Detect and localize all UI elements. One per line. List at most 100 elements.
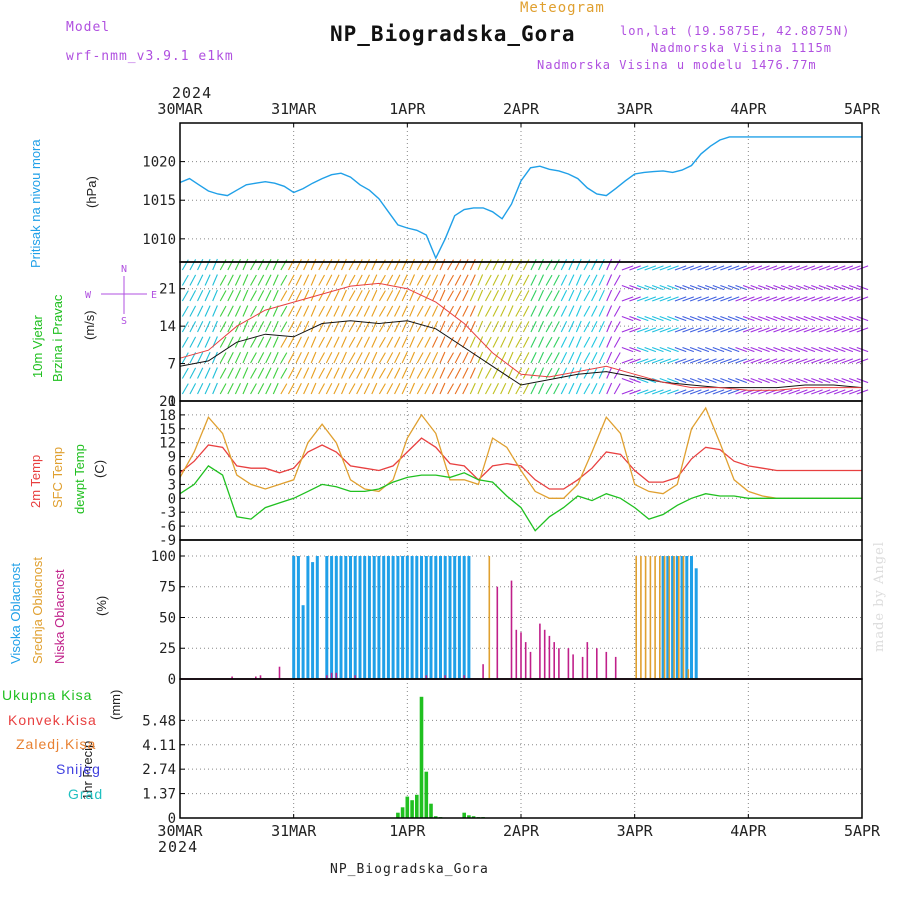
wind-barb: [378, 305, 386, 317]
wind-barb: [621, 284, 634, 291]
wind-barb: [424, 290, 431, 302]
precip-bar: [400, 807, 405, 818]
wind-barb: [598, 351, 605, 364]
wind-barb: [795, 327, 808, 333]
wind-barb: [659, 377, 672, 384]
wind-barb: [811, 346, 823, 353]
wind-barb: [560, 259, 568, 271]
wind-barb: [340, 367, 347, 379]
wind-barb: [484, 321, 492, 333]
wind-barb: [257, 367, 265, 379]
wind-barb: [227, 383, 234, 395]
wind-barb: [803, 265, 816, 271]
wind-barb: [447, 321, 454, 333]
wind-barb: [689, 358, 702, 364]
wind-barb: [591, 290, 598, 302]
wind-barb: [234, 320, 241, 333]
wind-barb: [803, 358, 816, 364]
wind-barb: [742, 358, 755, 364]
wind-barb: [409, 274, 416, 286]
wind-barb: [538, 367, 545, 379]
wind-barb: [644, 389, 657, 395]
wind-barb: [431, 305, 439, 317]
wind-barb: [348, 321, 356, 333]
cloud-tick-label: 50: [159, 610, 176, 626]
wind-barb: [606, 274, 613, 286]
wind-barb: [788, 346, 801, 353]
wind-barb: [477, 336, 484, 348]
wind-barb: [219, 336, 227, 348]
wind-barb: [795, 296, 808, 302]
wind-barb: [469, 289, 476, 302]
wind-barb: [758, 346, 770, 353]
wind-barb: [500, 258, 507, 271]
wind-barb: [629, 327, 641, 333]
wind-barb: [553, 383, 560, 395]
wind-barb: [181, 321, 189, 333]
wind-barb: [416, 352, 424, 364]
wind-barb: [720, 296, 732, 302]
cloud-bar: [425, 675, 428, 679]
wind-barb: [780, 377, 793, 384]
wind-barb: [530, 351, 537, 364]
wind-barb: [606, 367, 613, 379]
wind-barb: [727, 315, 740, 322]
wind-barb: [795, 358, 808, 364]
wind-barb: [287, 305, 295, 317]
wind-barb: [636, 265, 649, 271]
wind-barb: [849, 389, 861, 395]
wind-barb: [310, 351, 317, 364]
wind-barb: [500, 336, 507, 348]
wind-barb: [598, 320, 605, 333]
wind-barb: [469, 367, 476, 379]
wind-barb: [280, 274, 288, 286]
wind-barb: [530, 258, 537, 271]
wind-barb: [492, 305, 499, 317]
cloud-bar: [690, 556, 693, 679]
wind-barb: [272, 258, 279, 271]
wind-barb: [758, 284, 770, 291]
wind-tick-label: 7: [168, 357, 176, 373]
wind-barb: [394, 274, 401, 286]
wind-barb: [204, 258, 211, 271]
wind-barb: [560, 383, 568, 395]
wind-barb: [803, 327, 816, 333]
wind-barb: [735, 358, 747, 364]
wind-barb: [431, 336, 439, 348]
wind-barb: [416, 336, 424, 348]
cloud-bar: [524, 642, 527, 679]
wind-barb: [682, 315, 694, 322]
wind-barb: [773, 389, 785, 395]
wind-barb: [720, 377, 732, 384]
wind-barb: [227, 336, 234, 348]
wind-barb: [606, 289, 613, 302]
cloud-bar: [661, 556, 665, 679]
wind-barb: [833, 327, 846, 333]
wind-barb: [530, 289, 537, 302]
wind-barb: [484, 367, 492, 379]
wind-barb: [492, 290, 499, 302]
wind-barb: [212, 367, 218, 379]
wind-barb: [386, 290, 394, 302]
wind-barb: [242, 320, 249, 333]
wind-barb: [621, 327, 634, 333]
wind-barb: [849, 296, 861, 302]
wind-barb: [287, 383, 295, 395]
wind-barb: [788, 265, 801, 271]
wind-barb: [575, 367, 582, 379]
temperature-tick-label: -6: [159, 519, 176, 535]
wind-barb: [583, 305, 591, 317]
wind-barb: [811, 327, 823, 333]
wind-barb: [682, 346, 694, 353]
wind-barb: [833, 315, 846, 322]
wind-barb: [750, 327, 763, 333]
wind-barb: [553, 321, 560, 333]
wind-barb: [227, 290, 234, 302]
precip-bar: [467, 815, 471, 818]
wind-barb: [811, 296, 823, 302]
wind-barb: [538, 382, 545, 395]
wind-barb: [575, 336, 582, 348]
cloud-bar: [292, 556, 296, 679]
wind-barb: [575, 305, 582, 317]
wind-barb: [568, 320, 575, 333]
